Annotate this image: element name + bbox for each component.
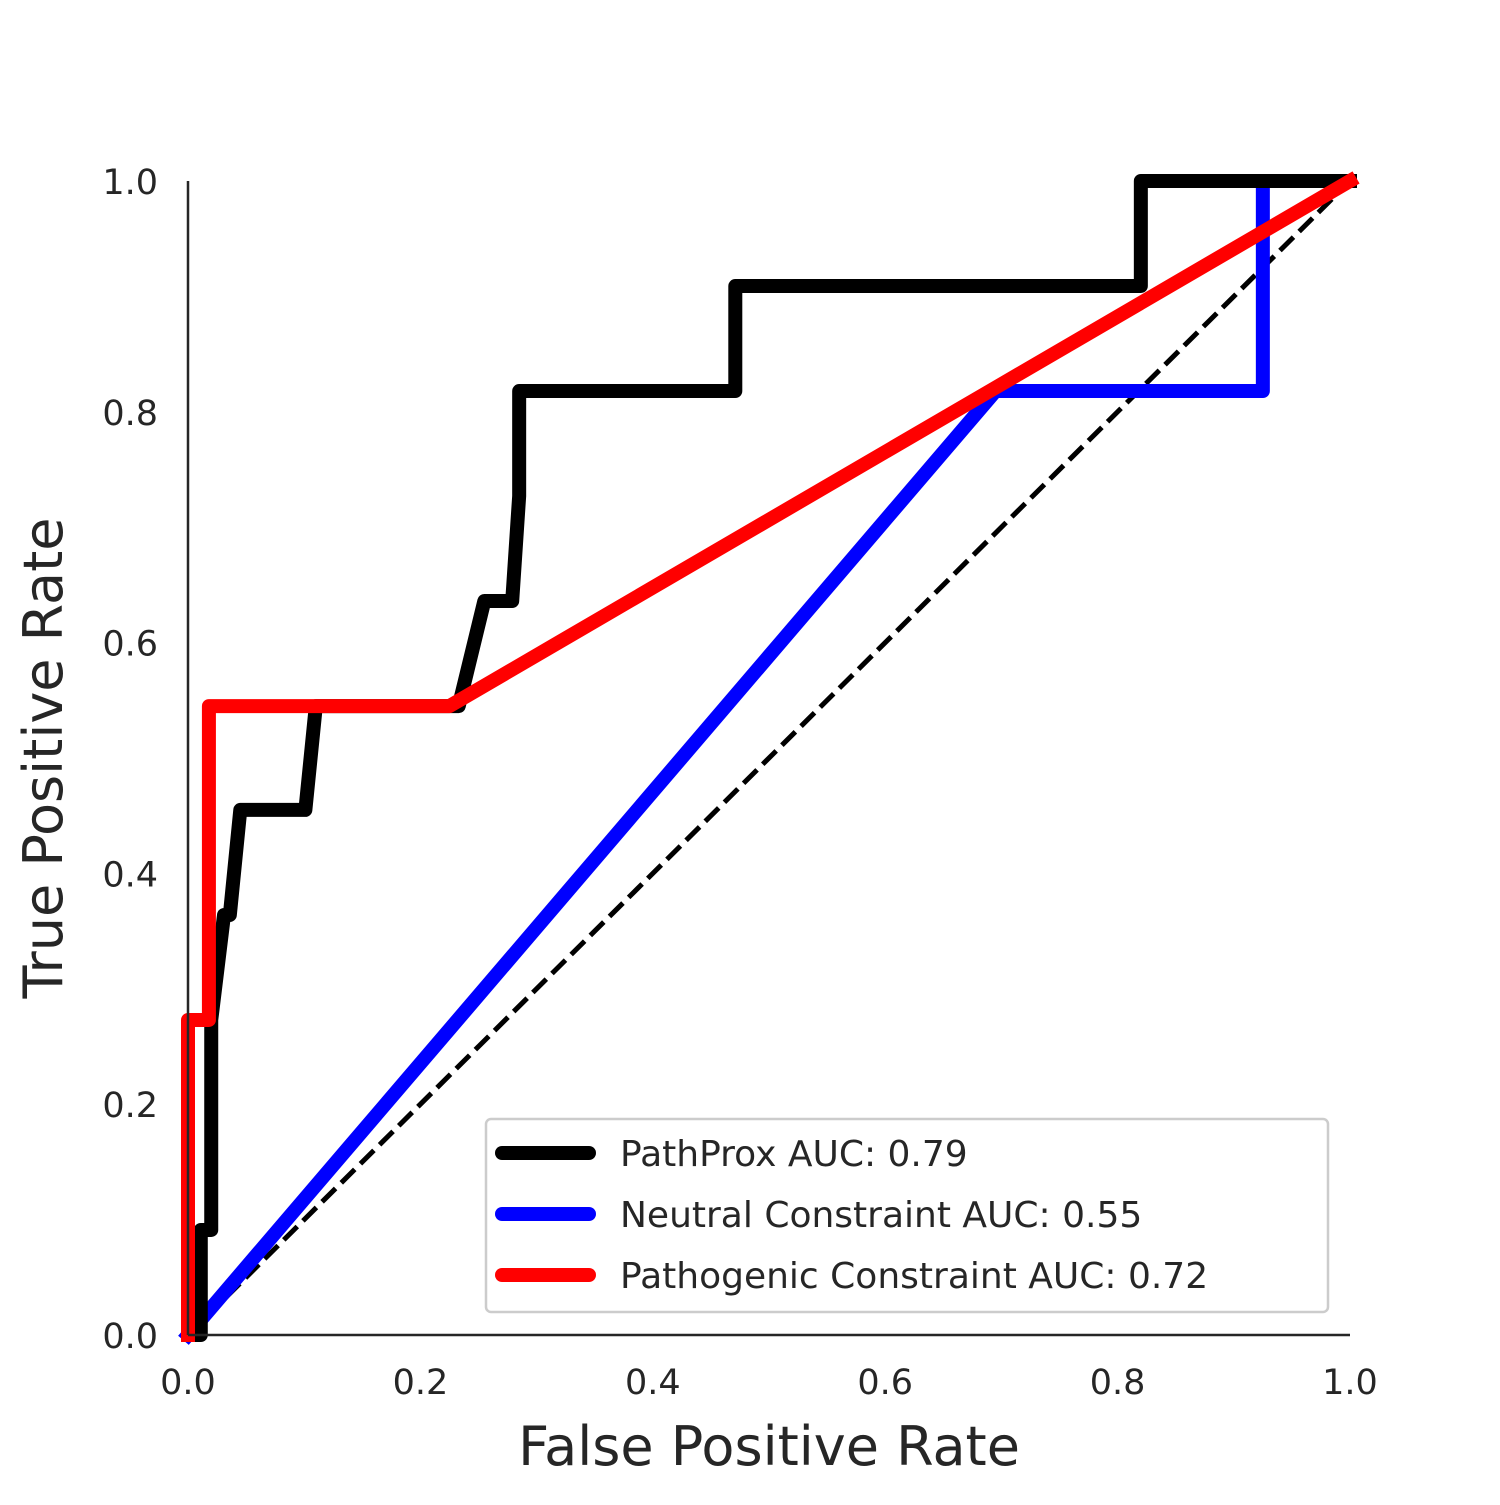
x-tick-label: 0.8 [1090,1363,1146,1403]
y-tick-label: 1.0 [102,163,158,203]
y-tick-label: 0.8 [102,394,158,434]
axes [186,181,1350,1337]
x-tick-label: 0.6 [857,1363,913,1403]
legend-label-neutral-constraint: Neutral Constraint AUC: 0.55 [620,1195,1142,1236]
chance-diagonal-line [186,179,1352,1337]
legend: PathProx AUC: 0.79 Neutral Constraint AUC… [484,1117,1330,1314]
x-tick-label: 0.0 [160,1363,216,1403]
x-tick-label: 0.4 [625,1363,681,1403]
legend-label-pathprox: PathProx AUC: 0.79 [620,1134,968,1175]
x-tick-label: 0.2 [393,1363,449,1403]
y-tick-label: 0.4 [102,855,158,895]
y-tick-labels: 0.0 0.2 0.4 0.6 0.8 1.0 [102,163,158,1357]
x-axis-label: False Positive Rate [518,1415,1020,1478]
y-tick-label: 0.0 [102,1317,158,1357]
y-tick-label: 0.2 [102,1086,158,1126]
legend-label-pathogenic-constraint: Pathogenic Constraint AUC: 0.72 [620,1256,1208,1297]
legend-frame [484,1117,1330,1314]
y-tick-label: 0.6 [102,625,158,665]
y-axis-label: True Positive Rate [12,517,75,999]
x-tick-labels: 0.0 0.2 0.4 0.6 0.8 1.0 [160,1363,1378,1403]
x-tick-label: 1.0 [1322,1363,1378,1403]
